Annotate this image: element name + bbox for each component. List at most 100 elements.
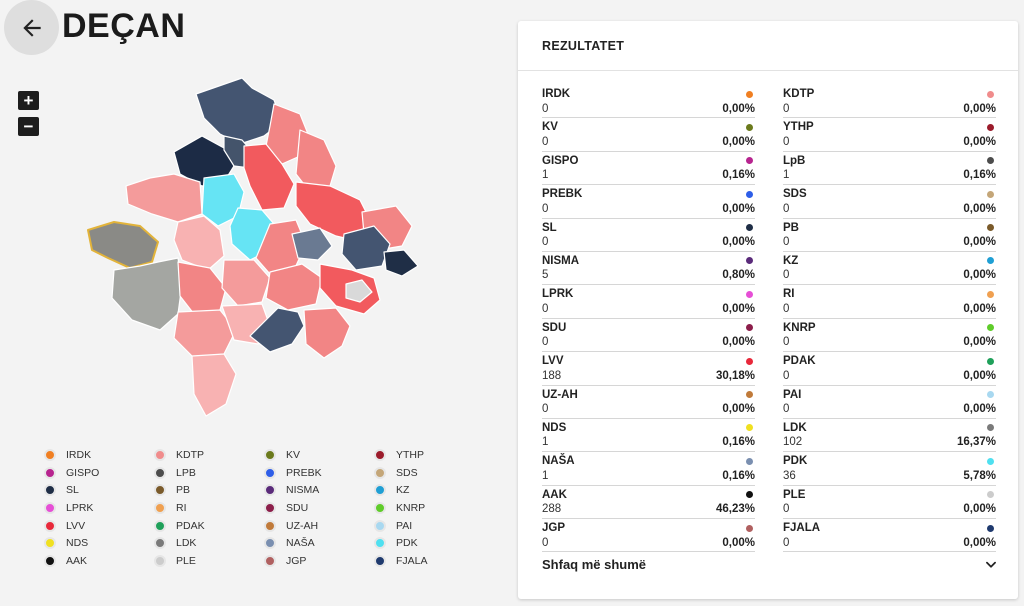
vote-percent: 0,00% xyxy=(963,135,996,148)
map-region-north-west[interactable] xyxy=(173,135,235,187)
map-region-south-dark[interactable] xyxy=(249,307,305,353)
party-name: IRDK xyxy=(542,88,571,100)
zoom-out-button[interactable]: − xyxy=(18,117,39,136)
map-region-south-pink[interactable] xyxy=(303,307,351,359)
party-name: SDS xyxy=(783,188,807,201)
vote-percent: 0,00% xyxy=(963,403,996,416)
legend-item: PREBK xyxy=(264,464,374,482)
map-region-decan[interactable] xyxy=(87,221,159,269)
result-row: PDK 36 5,78% xyxy=(783,452,996,486)
map-region-north-east[interactable] xyxy=(265,103,309,165)
legend-color-dot xyxy=(154,484,166,497)
vote-count: 0 xyxy=(542,336,549,349)
result-row: PDAK 0 0,00% xyxy=(783,352,996,386)
results-list: IRDK 0 0,00% KDTP 0 0,00% KV 0 0,00% YTHP 0 0,00% GI… xyxy=(542,85,996,553)
kosovo-municipality-map[interactable] xyxy=(74,74,444,419)
show-more-button[interactable]: Shfaq më shumë xyxy=(542,557,998,572)
party-name: NDS xyxy=(542,421,567,434)
legend-label: AAK xyxy=(66,554,88,567)
vote-count: 0 xyxy=(783,369,790,382)
party-color-dot xyxy=(746,457,753,465)
legend-label: KDTP xyxy=(176,448,205,461)
legend-color-dot xyxy=(264,519,276,532)
party-color-dot xyxy=(746,224,753,232)
vote-count: 36 xyxy=(783,469,796,482)
party-color-dot xyxy=(987,324,994,332)
result-row: KZ 0 0,00% xyxy=(783,252,996,286)
back-button[interactable] xyxy=(4,0,59,55)
map-region-east-dark[interactable] xyxy=(341,225,391,271)
legend-label: SDU xyxy=(286,501,309,514)
result-row: LDK 102 16,37% xyxy=(783,419,996,453)
party-name: FJALA xyxy=(783,522,821,535)
party-color-dot xyxy=(746,357,753,365)
vote-count: 0 xyxy=(783,102,790,115)
map-region-east-corner[interactable] xyxy=(383,249,419,277)
legend-item: FJALA xyxy=(374,552,484,570)
panel-title: REZULTATET xyxy=(518,21,1018,71)
vote-count: 102 xyxy=(783,436,803,449)
result-row: LVV 188 30,18% xyxy=(542,352,755,386)
legend-color-dot xyxy=(44,484,56,497)
zoom-in-button[interactable]: + xyxy=(18,91,39,110)
vote-percent: 0,00% xyxy=(963,503,996,516)
party-name: PDAK xyxy=(783,355,816,368)
map-region-center-grey[interactable] xyxy=(291,227,333,261)
vote-percent: 0,00% xyxy=(722,336,755,349)
result-row: YTHP 0 0,00% xyxy=(783,118,996,152)
party-color-dot xyxy=(746,524,753,532)
map-region-south-far[interactable] xyxy=(191,353,237,417)
legend-color-dot xyxy=(154,519,166,532)
result-row: PAI 0 0,00% xyxy=(783,386,996,419)
result-row: IRDK 0 0,00% xyxy=(542,85,755,119)
legend-color-dot xyxy=(374,466,386,479)
party-color-dot xyxy=(746,123,753,131)
party-name: PB xyxy=(783,221,799,234)
result-row: UZ-AH 0 0,00% xyxy=(542,386,755,419)
result-row: SDU 0 0,00% xyxy=(542,319,755,353)
party-name: KNRP xyxy=(783,321,816,334)
legend-item: LPB xyxy=(154,464,264,482)
vote-percent: 0,16% xyxy=(963,169,996,182)
party-name: PREBK xyxy=(542,188,583,201)
legend-item: RI xyxy=(154,499,264,517)
party-color-dot xyxy=(746,190,753,198)
map-region-plain-grey[interactable] xyxy=(345,279,373,303)
map-region-center-west[interactable] xyxy=(177,261,227,315)
legend-item: KDTP xyxy=(154,446,264,464)
legend-label: PB xyxy=(176,484,191,497)
party-color-dot xyxy=(746,90,753,98)
map-region-center-north[interactable] xyxy=(243,143,295,211)
map-region-center-east[interactable] xyxy=(265,263,323,311)
legend-color-dot xyxy=(154,537,166,550)
result-row: KV 0 0,00% xyxy=(542,118,755,152)
legend-item: NAŠA xyxy=(264,534,374,552)
legend-item: NISMA xyxy=(264,481,374,499)
legend-color-dot xyxy=(264,554,276,567)
map-region-west-grey[interactable] xyxy=(111,257,183,331)
map-region-center-south[interactable] xyxy=(221,259,271,307)
map-region-north-west-pink[interactable] xyxy=(125,173,203,223)
legend-item: NDS xyxy=(44,534,154,552)
legend-item: LPRK xyxy=(44,499,154,517)
vote-percent: 0,00% xyxy=(722,403,755,416)
party-color-dot xyxy=(987,257,994,265)
legend-label: PREBK xyxy=(286,466,322,479)
map-region-west-light[interactable] xyxy=(173,215,225,271)
party-color-dot xyxy=(746,290,753,298)
legend-label: PDAK xyxy=(176,519,205,532)
legend-item: SDS xyxy=(374,464,484,482)
legend-color-dot xyxy=(44,537,56,550)
party-color-dot xyxy=(746,257,753,265)
legend-label: YTHP xyxy=(396,448,425,461)
legend-label: NISMA xyxy=(286,484,320,497)
legend-label: LDK xyxy=(176,537,197,550)
result-row: SL 0 0,00% xyxy=(542,219,755,252)
party-name: LDK xyxy=(783,421,807,434)
legend-label: SDS xyxy=(396,466,418,479)
party-name: LpB xyxy=(783,154,806,167)
arrow-left-icon xyxy=(22,18,41,37)
party-name: UZ-AH xyxy=(542,388,578,401)
legend-label: KNRP xyxy=(396,501,426,514)
legend-item: KV xyxy=(264,446,374,464)
